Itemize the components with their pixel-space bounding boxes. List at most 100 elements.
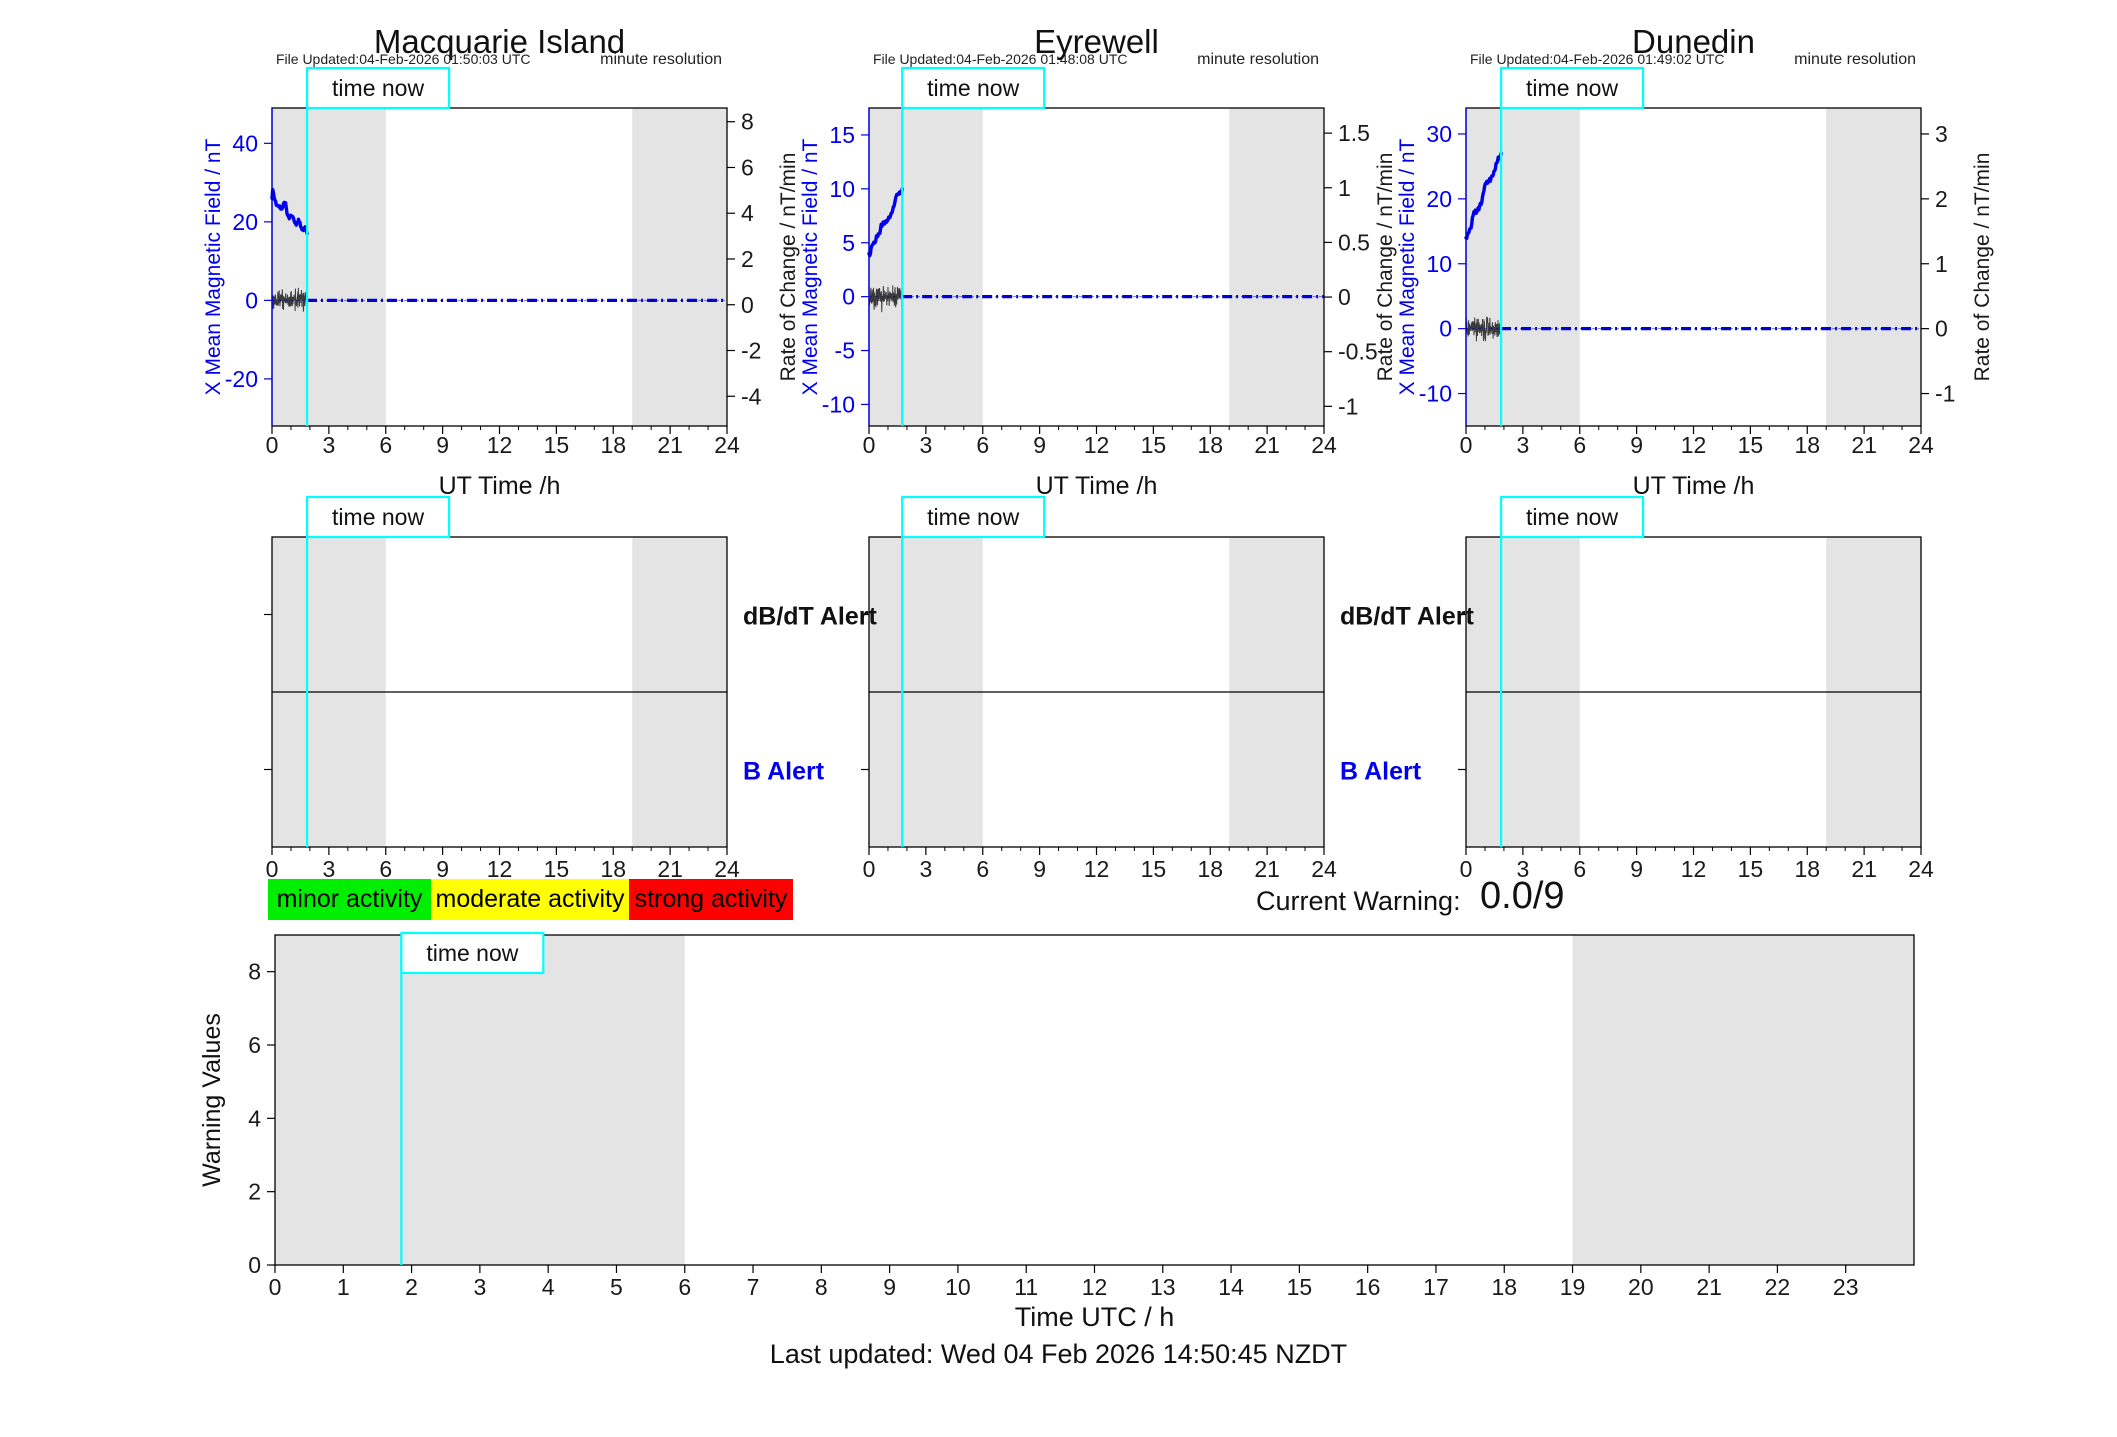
- svg-text:0: 0: [248, 1252, 261, 1278]
- svg-text:5: 5: [610, 1274, 623, 1300]
- svg-text:0: 0: [1935, 316, 1948, 342]
- svg-text:6: 6: [1573, 856, 1586, 882]
- svg-text:UT Time /h: UT Time /h: [439, 472, 561, 500]
- svg-text:6: 6: [741, 154, 754, 180]
- svg-text:1.5: 1.5: [1338, 120, 1370, 146]
- svg-text:1: 1: [1935, 251, 1948, 277]
- svg-text:time now: time now: [426, 940, 518, 966]
- svg-text:Macquarie Island: Macquarie Island: [374, 23, 625, 60]
- svg-text:0: 0: [741, 292, 754, 318]
- svg-text:-1: -1: [1338, 393, 1358, 419]
- svg-text:3: 3: [1516, 432, 1529, 458]
- svg-text:6: 6: [248, 1032, 261, 1058]
- svg-text:time now: time now: [332, 504, 424, 530]
- svg-text:10: 10: [1426, 251, 1452, 277]
- svg-text:18: 18: [1491, 1274, 1517, 1300]
- svg-text:30: 30: [1426, 121, 1452, 147]
- svg-text:9: 9: [1630, 856, 1643, 882]
- svg-text:21: 21: [1851, 856, 1877, 882]
- svg-text:Rate of Change / nT/min: Rate of Change / nT/min: [1971, 153, 1994, 382]
- svg-text:18: 18: [1794, 856, 1820, 882]
- svg-text:10: 10: [829, 176, 855, 202]
- svg-text:UT Time /h: UT Time /h: [1633, 472, 1755, 500]
- svg-text:minute resolution: minute resolution: [1794, 51, 1916, 68]
- svg-text:20: 20: [1426, 186, 1452, 212]
- svg-text:Eyrewell: Eyrewell: [1034, 23, 1159, 60]
- svg-text:8: 8: [741, 109, 754, 135]
- svg-text:4: 4: [248, 1105, 261, 1131]
- svg-text:0: 0: [842, 284, 855, 310]
- svg-text:14: 14: [1218, 1274, 1244, 1300]
- svg-text:0.5: 0.5: [1338, 229, 1370, 255]
- svg-text:3: 3: [322, 432, 335, 458]
- svg-text:2: 2: [741, 246, 754, 272]
- svg-text:15: 15: [1141, 432, 1167, 458]
- svg-text:-20: -20: [225, 366, 258, 392]
- svg-text:16: 16: [1355, 1274, 1381, 1300]
- svg-text:Dunedin: Dunedin: [1632, 23, 1755, 60]
- svg-text:17: 17: [1423, 1274, 1449, 1300]
- svg-text:6: 6: [976, 856, 989, 882]
- svg-text:8: 8: [815, 1274, 828, 1300]
- svg-text:15: 15: [1141, 856, 1167, 882]
- svg-text:time now: time now: [332, 75, 424, 101]
- svg-text:18: 18: [1197, 856, 1223, 882]
- svg-text:20: 20: [1628, 1274, 1654, 1300]
- svg-text:20: 20: [232, 209, 258, 235]
- svg-text:time now: time now: [1526, 75, 1618, 101]
- svg-text:21: 21: [1254, 856, 1280, 882]
- svg-text:13: 13: [1150, 1274, 1176, 1300]
- svg-text:dB/dT Alert: dB/dT Alert: [1340, 603, 1474, 631]
- svg-text:22: 22: [1765, 1274, 1791, 1300]
- svg-text:24: 24: [1311, 856, 1337, 882]
- svg-text:8: 8: [248, 959, 261, 985]
- svg-text:3: 3: [473, 1274, 486, 1300]
- svg-text:minute resolution: minute resolution: [1197, 51, 1319, 68]
- svg-text:2: 2: [1935, 186, 1948, 212]
- svg-text:9: 9: [1630, 432, 1643, 458]
- svg-text:21: 21: [1254, 432, 1280, 458]
- svg-text:1: 1: [1338, 175, 1351, 201]
- svg-text:time now: time now: [927, 75, 1019, 101]
- svg-text:-5: -5: [835, 338, 855, 364]
- svg-text:-10: -10: [1419, 381, 1452, 407]
- svg-text:Rate of Change / nT/min: Rate of Change / nT/min: [777, 153, 800, 382]
- svg-text:6: 6: [379, 432, 392, 458]
- svg-text:1: 1: [337, 1274, 350, 1300]
- svg-text:0: 0: [266, 432, 279, 458]
- svg-text:9: 9: [1033, 432, 1046, 458]
- svg-text:dB/dT Alert: dB/dT Alert: [743, 603, 877, 631]
- svg-text:12: 12: [1082, 1274, 1108, 1300]
- svg-text:9: 9: [883, 1274, 896, 1300]
- svg-text:15: 15: [544, 432, 570, 458]
- svg-text:24: 24: [714, 432, 740, 458]
- svg-text:7: 7: [747, 1274, 760, 1300]
- svg-text:B Alert: B Alert: [743, 758, 825, 786]
- svg-text:4: 4: [542, 1274, 555, 1300]
- svg-text:12: 12: [1084, 432, 1110, 458]
- svg-text:3: 3: [1935, 121, 1948, 147]
- svg-text:0: 0: [1439, 316, 1452, 342]
- svg-text:0: 0: [1460, 432, 1473, 458]
- svg-text:-1: -1: [1935, 381, 1955, 407]
- svg-text:0: 0: [1338, 284, 1351, 310]
- svg-text:3: 3: [919, 432, 932, 458]
- svg-text:6: 6: [1573, 432, 1586, 458]
- svg-text:12: 12: [1681, 856, 1707, 882]
- svg-text:9: 9: [436, 432, 449, 458]
- svg-text:0: 0: [863, 432, 876, 458]
- svg-text:UT Time /h: UT Time /h: [1036, 472, 1158, 500]
- svg-text:21: 21: [1696, 1274, 1722, 1300]
- svg-text:Rate of Change / nT/min: Rate of Change / nT/min: [1374, 153, 1397, 382]
- svg-text:18: 18: [1197, 432, 1223, 458]
- svg-text:12: 12: [1084, 856, 1110, 882]
- svg-text:2: 2: [405, 1274, 418, 1300]
- svg-text:15: 15: [1287, 1274, 1313, 1300]
- svg-text:5: 5: [842, 230, 855, 256]
- svg-text:-10: -10: [822, 391, 855, 417]
- svg-text:24: 24: [1311, 432, 1337, 458]
- svg-text:6: 6: [976, 432, 989, 458]
- svg-text:X Mean Magnetic Field / nT: X Mean Magnetic Field / nT: [202, 138, 225, 395]
- svg-text:9: 9: [1033, 856, 1046, 882]
- svg-text:-2: -2: [741, 338, 761, 364]
